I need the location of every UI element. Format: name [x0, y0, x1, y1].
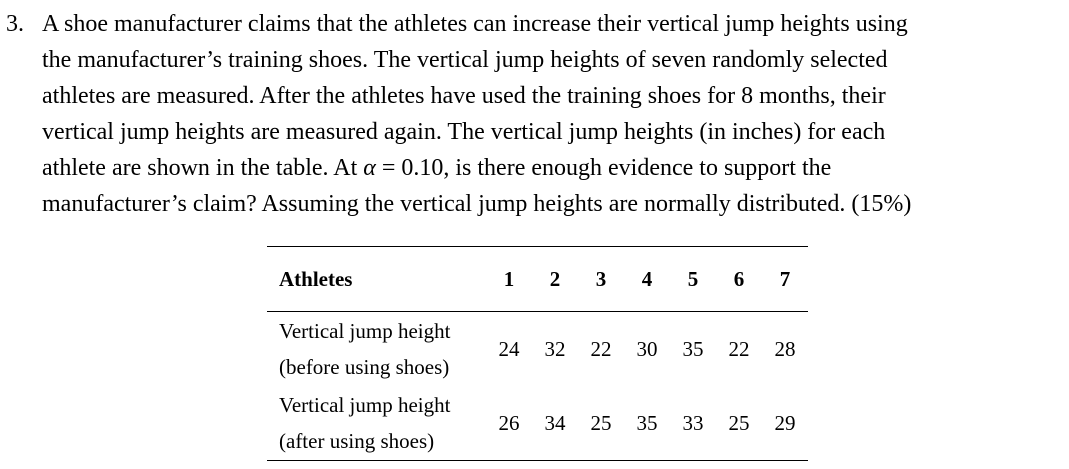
row-label-before-line1: Vertical jump height: [279, 319, 451, 343]
table-cell: 22: [578, 311, 624, 386]
table-cell: 26: [486, 386, 532, 461]
row-label-after: Vertical jump height (after using shoes): [267, 386, 486, 461]
table-row-after: Vertical jump height (after using shoes)…: [267, 386, 808, 461]
table-cell: 24: [486, 311, 532, 386]
athlete-number: 5: [670, 246, 716, 312]
athlete-number: 3: [578, 246, 624, 312]
table-cell: 29: [762, 386, 808, 461]
problem-line-3: athletes are measured. After the athlete…: [42, 83, 886, 109]
athlete-number: 2: [532, 246, 578, 312]
row-label-after-line2: (after using shoes): [279, 429, 435, 453]
table-cell: 30: [624, 311, 670, 386]
alpha-value-text: = 0.10, is there enough evidence to supp…: [375, 155, 832, 181]
table-cell: 35: [670, 311, 716, 386]
table-cell: 32: [532, 311, 578, 386]
table-cell: 22: [716, 311, 762, 386]
table-cell: 25: [716, 386, 762, 461]
problem-text: A shoe manufacturer claims that the athl…: [42, 6, 911, 222]
problem-line-2: the manufacturer’s training shoes. The v…: [42, 47, 888, 73]
problem-line-4: vertical jump heights are measured again…: [42, 119, 886, 145]
alpha-symbol: α: [363, 155, 376, 181]
problem-line-6: manufacturer’s claim? Assuming the verti…: [42, 191, 912, 217]
jump-height-table: Athletes 1 2 3 4 5 6 7 Vertical jump hei…: [267, 246, 808, 461]
problem-line-5: athlete are shown in the table. At α = 0…: [42, 150, 911, 186]
row-label-before-line2: (before using shoes): [279, 355, 450, 379]
athlete-number: 1: [486, 246, 532, 312]
table-header-row: Athletes 1 2 3 4 5 6 7: [267, 246, 808, 312]
table-cell: 25: [578, 386, 624, 461]
table-cell: 28: [762, 311, 808, 386]
problem-number: 3.: [6, 11, 24, 37]
problem-line-1: A shoe manufacturer claims that the athl…: [42, 11, 908, 37]
table-cell: 34: [532, 386, 578, 461]
athlete-number: 7: [762, 246, 808, 312]
athlete-number: 4: [624, 246, 670, 312]
row-label-before: Vertical jump height (before using shoes…: [267, 311, 486, 386]
table-cell: 33: [670, 386, 716, 461]
problem-line-5-start: athlete are shown in the table. At: [42, 155, 358, 181]
table-cell: 35: [624, 386, 670, 461]
athletes-header: Athletes: [267, 246, 486, 312]
row-label-after-line1: Vertical jump height: [279, 393, 451, 417]
table-row-before: Vertical jump height (before using shoes…: [267, 311, 808, 386]
athlete-number: 6: [716, 246, 762, 312]
